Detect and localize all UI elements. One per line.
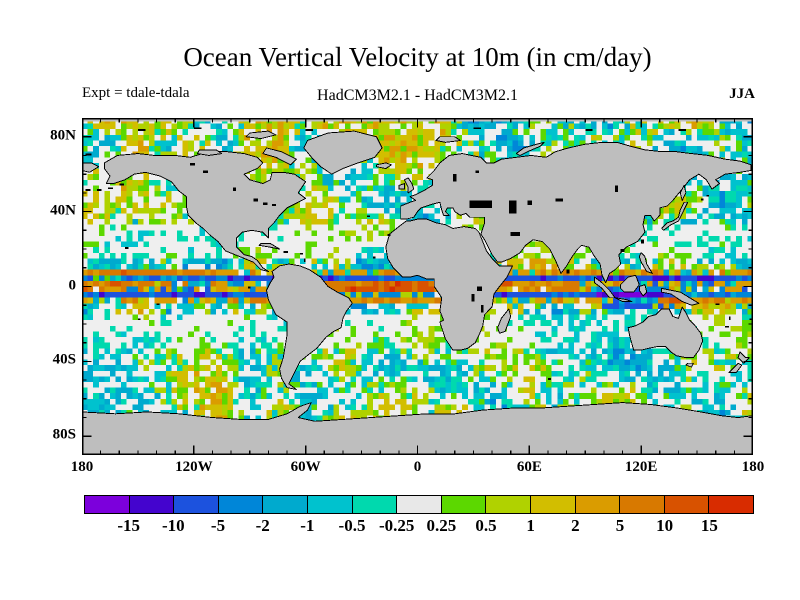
y-axis-tick-label: 0 [68, 277, 77, 294]
colorbar-tick-label: -10 [161, 516, 185, 535]
colorbar-segment [306, 496, 352, 513]
colorbar-segment [173, 496, 218, 513]
season-label: JJA [729, 86, 755, 102]
colorbar-segment [708, 496, 753, 513]
colorbar-tick-label: 0.5 [475, 516, 497, 535]
y-axis-tick-label: 40S [52, 352, 76, 369]
colorbar-segment [529, 496, 575, 513]
world-map-svg [82, 118, 753, 455]
figure-title: Ocean Vertical Velocity at 10m (in cm/da… [183, 42, 652, 72]
x-axis-tick-label: 120E [624, 459, 658, 475]
y-axis-tick-label: 40N [50, 202, 76, 219]
colorbar-tick-label: -0.25 [378, 516, 415, 535]
x-axis-tick-label: 120W [175, 459, 213, 475]
colorbar-segment [574, 496, 620, 513]
colorbar-tick-label: 0.25 [426, 516, 457, 535]
colorbar-segment [85, 496, 129, 513]
colorbar-tick-label: 15 [700, 516, 718, 535]
colorbar-segment [440, 496, 486, 513]
colorbar-tick-label: 10 [656, 516, 674, 535]
y-axis-tick-label: 80S [52, 426, 76, 443]
colorbar-tick-label: -5 [210, 516, 226, 535]
colorbar [84, 495, 754, 514]
x-axis-tick-label: 180 [741, 459, 765, 475]
colorbar-segment [663, 496, 709, 513]
colorbar-tick-label: 5 [615, 516, 625, 535]
colorbar-segment [217, 496, 263, 513]
colorbar-segment [351, 496, 397, 513]
colorbar-tick-label: -1 [300, 516, 315, 535]
y-axis-tick-label: 80N [50, 127, 76, 144]
colorbar-segment [485, 496, 530, 513]
colorbar-segment [396, 496, 441, 513]
colorbar-tick-label: -2 [255, 516, 270, 535]
colorbar-tick-label: -0.5 [338, 516, 366, 535]
model-comparison-label: HadCM3M2.1 - HadCM3M2.1 [317, 87, 518, 104]
x-axis-tick-label: 0 [413, 459, 422, 475]
colorbar-segment [262, 496, 307, 513]
colorbar-segment [128, 496, 174, 513]
experiment-label: Expt = tdale-tdala [82, 85, 190, 101]
colorbar-tick-label: -15 [117, 516, 140, 535]
x-axis-tick-label: 60W [290, 459, 321, 475]
x-axis-tick-label: 60E [516, 459, 542, 475]
colorbar-tick-label: 2 [571, 516, 580, 535]
x-axis-tick-label: 180 [70, 459, 94, 475]
colorbar-segment [619, 496, 664, 513]
world-map-panel [82, 118, 753, 455]
colorbar-tick-label: 1 [526, 516, 535, 535]
